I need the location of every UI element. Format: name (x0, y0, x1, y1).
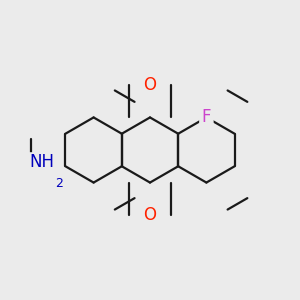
Text: 2: 2 (56, 177, 63, 190)
Text: O: O (143, 76, 157, 94)
Text: NH: NH (29, 153, 54, 171)
Text: O: O (143, 206, 157, 224)
Text: F: F (202, 108, 211, 126)
